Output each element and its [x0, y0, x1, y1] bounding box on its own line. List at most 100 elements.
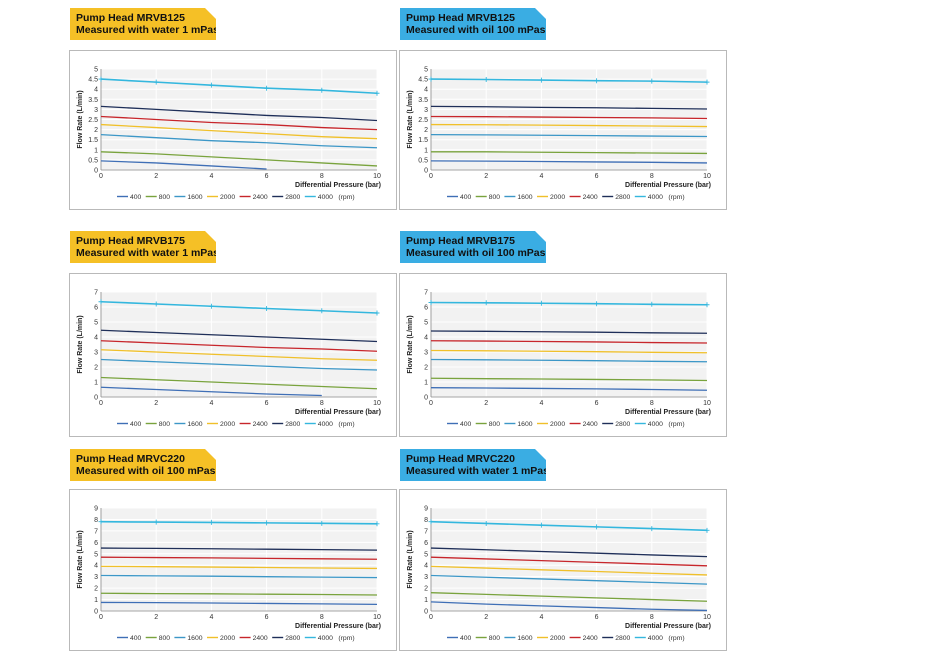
series-line-800 — [100, 592, 378, 596]
legend-label: 800 — [159, 421, 171, 428]
chart-6-title-tag: Pump Head MRVC220 Measured with water 1 … — [400, 449, 546, 481]
plot-area — [431, 292, 707, 397]
legend-label: 800 — [489, 194, 501, 201]
chart-1-title-tag: Pump Head MRVB125 Measured with water 1 … — [70, 8, 216, 40]
y-tick-label: 7 — [94, 290, 98, 297]
y-tick-label: 3 — [94, 107, 98, 114]
x-tick-label: 4 — [209, 173, 213, 180]
y-tick-label: 0 — [424, 609, 428, 616]
line-chart-4: 0 1 2 3 4 5 6 7 0 2 4 6 8 10 Differential Pressure (ba… — [407, 290, 711, 429]
chart-5-title-tag: Pump Head MRVC220 Measured with oil 100 … — [70, 449, 216, 481]
x-tick-label: 8 — [320, 400, 324, 407]
data-point-marker — [374, 521, 380, 527]
y-tick-label: 0 — [94, 609, 98, 616]
y-tick-label: 2 — [424, 127, 428, 134]
chart-1-title-line2: Measured with water 1 mPas — [76, 24, 219, 36]
data-point-marker — [538, 77, 544, 83]
y-tick-label: 3.5 — [418, 97, 428, 104]
legend-unit: (rpm) — [338, 635, 354, 642]
legend-label: 2400 — [253, 194, 268, 201]
y-tick-label: 7 — [94, 528, 98, 535]
y-tick-label: 0 — [424, 168, 428, 175]
legend-unit: (rpm) — [668, 421, 684, 428]
y-tick-label: 4.5 — [418, 77, 428, 84]
y-tick-label: 2.5 — [418, 117, 428, 124]
y-tick-label: 2 — [94, 586, 98, 593]
x-tick-label: 2 — [154, 614, 158, 621]
series-line-2800 — [100, 105, 378, 122]
y-axis-title: Flow Rate (L/min) — [77, 315, 84, 373]
chart-4-title-tag: Pump Head MRVB175 Measured with oil 100 … — [400, 231, 546, 263]
chart-6-title-line1: Pump Head MRVC220 — [406, 453, 515, 465]
series-line-400 — [430, 601, 708, 612]
x-tick-label: 4 — [539, 400, 543, 407]
legend-label: 2800 — [615, 194, 630, 201]
legend-label: 800 — [489, 421, 501, 428]
data-point-marker — [428, 76, 434, 82]
legend-label: 2400 — [253, 421, 268, 428]
series-line-2800 — [430, 105, 708, 110]
x-axis-title: Differential Pressure (bar) — [625, 623, 711, 630]
y-tick-label: 3 — [424, 107, 428, 114]
chart-2-title-tag: Pump Head MRVB125 Measured with oil 100 … — [400, 8, 546, 40]
y-tick-label: 6 — [424, 540, 428, 547]
y-tick-label: 4 — [94, 87, 98, 94]
x-tick-label: 10 — [703, 614, 711, 621]
legend-label: 2000 — [550, 194, 565, 201]
y-tick-label: 9 — [424, 506, 428, 513]
chart-1-title-line1: Pump Head MRVB125 — [76, 12, 185, 24]
legend-label: 2400 — [583, 194, 598, 201]
x-tick-label: 2 — [484, 400, 488, 407]
y-tick-label: 1 — [424, 147, 428, 154]
x-tick-label: 0 — [429, 400, 433, 407]
series-line-2400 — [100, 556, 378, 560]
y-tick-label: 0 — [94, 168, 98, 175]
legend-unit: (rpm) — [668, 635, 684, 642]
series-line-2400 — [100, 115, 378, 131]
chart-3-title-line1: Pump Head MRVB175 — [76, 235, 185, 247]
y-tick-label: 5 — [94, 320, 98, 327]
legend-label: 800 — [159, 635, 171, 642]
y-tick-label: 6 — [94, 540, 98, 547]
y-tick-label: 4 — [424, 335, 428, 342]
series-line-1600 — [430, 358, 708, 363]
data-point-marker — [208, 82, 214, 88]
y-tick-label: 3 — [94, 574, 98, 581]
legend-label: 1600 — [187, 421, 202, 428]
y-tick-label: 1.5 — [88, 137, 98, 144]
series-line-1600 — [430, 574, 708, 585]
x-tick-label: 10 — [373, 173, 381, 180]
series-line-2000 — [100, 123, 378, 140]
x-tick-label: 0 — [99, 400, 103, 407]
data-point-marker — [264, 306, 270, 311]
legend-label: 2000 — [550, 421, 565, 428]
y-tick-label: 1.5 — [418, 137, 428, 144]
series-line-800 — [431, 151, 708, 155]
x-tick-label: 2 — [484, 173, 488, 180]
chart-4-title-line1: Pump Head MRVB175 — [406, 235, 515, 247]
legend-label: 4000 — [648, 421, 663, 428]
series-line-400 — [100, 601, 378, 606]
legend-label: 1600 — [187, 194, 202, 201]
data-point-marker — [98, 76, 104, 82]
x-tick-label: 0 — [99, 173, 103, 180]
y-tick-label: 7 — [424, 290, 428, 297]
series-line-2800 — [100, 329, 378, 343]
data-point-marker — [594, 524, 600, 530]
y-tick-label: 3 — [94, 350, 98, 357]
series-line-2800 — [430, 547, 708, 558]
y-axis-title: Flow Rate (L/min) — [407, 90, 414, 148]
x-tick-label: 6 — [265, 614, 269, 621]
chart-5-title-line1: Pump Head MRVC220 — [76, 453, 185, 465]
x-tick-label: 8 — [650, 173, 654, 180]
x-tick-label: 8 — [650, 400, 654, 407]
data-point-marker — [704, 527, 710, 533]
chart-4-title-line2: Measured with oil 100 mPas — [406, 247, 546, 259]
y-axis-title: Flow Rate (L/min) — [407, 315, 414, 373]
chart-panel-2: 0 0.5 1 1.5 2 2.5 3 3.5 4 4.5 5 0 2 4 6 8 10 Differential… — [399, 50, 727, 210]
y-tick-label: 0 — [424, 395, 428, 402]
data-point-marker — [374, 90, 380, 96]
series-line-4000 — [430, 301, 708, 306]
y-tick-label: 1 — [94, 597, 98, 604]
x-axis-title: Differential Pressure (bar) — [295, 409, 381, 416]
